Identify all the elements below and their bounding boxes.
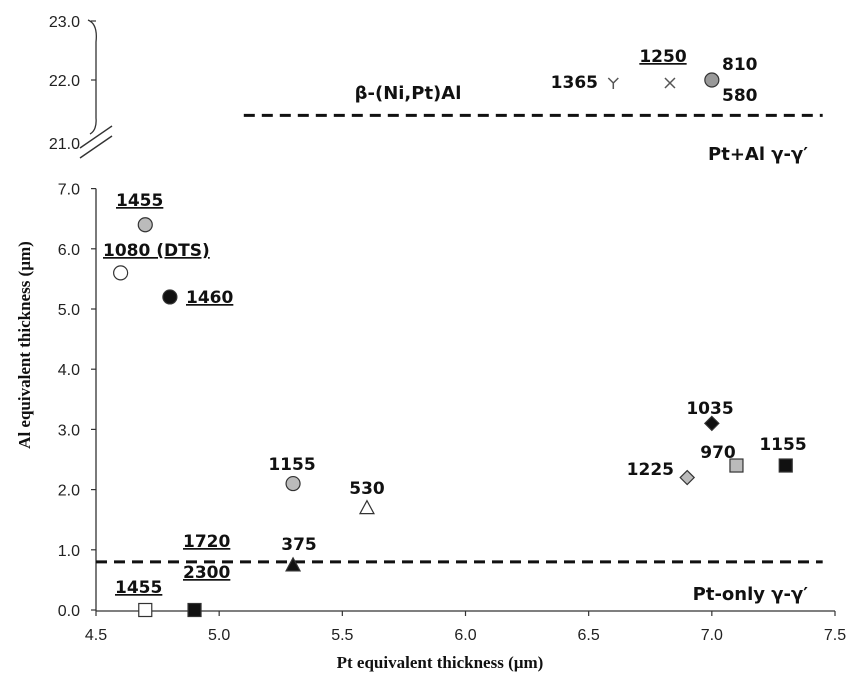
data-point-triangle [358,499,375,515]
region-label: Pt-only γ-γ′ [693,584,809,605]
data-point-circle [162,289,178,305]
point-label: 1720 [183,532,230,552]
data-point-star [607,77,619,89]
data-points [113,72,793,618]
x-tick-label: 4.5 [85,627,107,644]
point-label: 375 [281,535,317,555]
point-label: 810 [722,55,758,75]
x-tick-label: 5.0 [208,627,230,644]
point-label: 1365 [551,73,598,93]
y-tick-label: 5.0 [58,302,80,319]
x-axis-title: Pt equivalent thickness (µm) [337,653,544,672]
x-tick-label: 6.0 [454,627,476,644]
y-tick-label: 0.0 [58,603,80,620]
x-tick-label: 7.5 [824,627,846,644]
point-label: 1250 [639,47,686,67]
y-tick-label: 6.0 [58,242,80,259]
data-point-square [729,458,744,473]
y-tick-label: 22.0 [49,73,80,90]
y-tick-label: 1.0 [58,543,80,560]
y-tick-label: 21.0 [49,136,80,153]
x-tick-label: 5.5 [331,627,353,644]
data-point-square [138,602,153,618]
y-axis-title: Al equivalent thickness (µm) [15,241,34,449]
data-point-diamond [679,469,696,486]
point-label: 1460 [186,288,233,308]
point-label: 2300 [183,563,230,583]
y-tick-label: 7.0 [58,182,80,199]
data-point-square [778,458,793,473]
point-label: 1155 [759,435,806,455]
data-point-circle [704,72,720,88]
point-label: 1455 [115,578,162,598]
x-tick-label: 6.5 [578,627,600,644]
y-tick-label: 3.0 [58,422,80,439]
y-axis-upper-line [87,19,97,135]
data-point-x [664,77,676,89]
point-label: 1225 [627,460,674,480]
data-point-circle [113,265,129,281]
y-tick-label: 4.0 [58,362,80,379]
point-label: 530 [349,479,385,499]
y-tick-labels: 0.0 1.0 2.0 3.0 4.0 5.0 6.0 7.0 21.0 22.0 23.0 [49,14,80,620]
point-label: 970 [700,443,736,463]
data-point-circle [137,217,153,233]
point-label: 1035 [686,399,733,419]
data-point-square [187,602,202,618]
region-label: Pt+Al γ-γ′ [708,144,808,165]
region-label: β-(Ni,Pt)Al [355,83,462,104]
data-point-circle [285,475,301,492]
reference-lines: β-(Ni,Pt)Al Pt+Al γ-γ′ Pt-only γ-γ′ [96,83,823,605]
point-label: 1455 [116,191,163,211]
x-tick-label: 7.0 [701,627,723,644]
axis-break-mark [79,135,113,159]
y-tick-label: 2.0 [58,483,80,500]
data-point-triangle [285,556,302,572]
point-labels: 1455 1080 (DTS) 1460 1155 530 375 1720 2300 1455… [103,47,807,598]
data-point-diamond [703,415,720,432]
axis-break-mark [79,125,113,149]
x-tick-labels: 4.5 5.0 5.5 6.0 6.5 7.0 7.5 [85,627,846,644]
axes [79,19,836,616]
y-tick-label: 23.0 [49,14,80,31]
point-label: 1080 (DTS) [103,241,210,261]
point-label: 1155 [268,455,315,475]
point-label: 580 [722,86,758,106]
